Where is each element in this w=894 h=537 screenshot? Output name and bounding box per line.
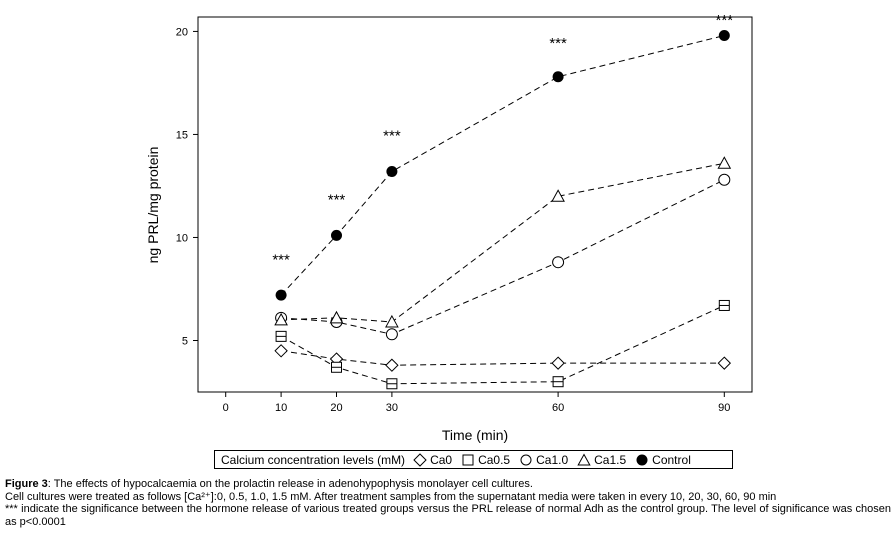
significance-marker-20: *** bbox=[328, 192, 346, 209]
figure-caption: Figure 3: The effects of hypocalcaemia o… bbox=[5, 478, 891, 528]
y-tick-label-10: 10 bbox=[176, 232, 188, 244]
point-ca0-10 bbox=[274, 344, 288, 358]
point-control-20 bbox=[331, 229, 342, 241]
point-ca0-5-10 bbox=[275, 330, 287, 342]
caption-line-2: Cell cultures were treated as follows [C… bbox=[5, 490, 777, 503]
circle-marker-icon bbox=[520, 454, 532, 465]
legend-title: Calcium concentration levels (mM) bbox=[221, 452, 406, 467]
legend-entry-ca1-0: Ca1.0 bbox=[519, 453, 568, 467]
point-control-60 bbox=[552, 71, 564, 83]
x-tick-label-20: 20 bbox=[330, 402, 342, 414]
point-ca0-5-90 bbox=[718, 299, 730, 311]
series-markers bbox=[274, 30, 732, 390]
series-line-control bbox=[280, 35, 725, 296]
y-axis-label: ng PRL/mg protein bbox=[145, 147, 161, 264]
diamond-marker-icon bbox=[413, 452, 427, 467]
point-ca0-5-60 bbox=[552, 376, 564, 388]
point-ca1-0-30 bbox=[385, 328, 398, 341]
legend-entry-ca1-5: Ca1.5 bbox=[577, 453, 626, 467]
series-lines bbox=[280, 35, 725, 385]
point-ca0-5-20 bbox=[331, 361, 342, 373]
caption-title-text: : The effects of hypocalcaemia on the pr… bbox=[47, 478, 533, 490]
y-tick-label-5: 5 bbox=[182, 335, 188, 347]
legend-entry-ca0: Ca0 bbox=[413, 453, 452, 467]
x-tick-label-60: 60 bbox=[552, 402, 564, 414]
caption-title: Figure 3: The effects of hypocalcaemia o… bbox=[5, 478, 891, 491]
legend-label-ca0-5: Ca0.5 bbox=[478, 452, 511, 467]
y-tick-label-15: 15 bbox=[176, 129, 188, 141]
point-control-30 bbox=[386, 166, 398, 178]
point-ca1-0-90 bbox=[718, 173, 731, 186]
series-line-ca1-5 bbox=[281, 162, 725, 323]
x-axis-ticks: 0 10 20 30 60 90 bbox=[223, 392, 730, 414]
legend-entry-ca0-5: Ca0.5 bbox=[461, 453, 510, 467]
point-control-10 bbox=[275, 289, 287, 301]
point-ca1-0-60 bbox=[552, 256, 565, 269]
caption-figure-label: Figure 3 bbox=[5, 478, 48, 490]
filled-circle-marker-icon bbox=[636, 454, 648, 465]
point-ca0-30 bbox=[385, 358, 399, 372]
triangle-marker-icon bbox=[577, 452, 591, 465]
legend-label-control: Control bbox=[652, 452, 691, 467]
y-tick-label-20: 20 bbox=[176, 26, 188, 38]
point-control-90 bbox=[718, 30, 730, 42]
x-tick-label-0: 0 bbox=[223, 402, 229, 414]
legend-entry-control: Control bbox=[635, 453, 691, 467]
point-ca1-5-10 bbox=[274, 312, 288, 326]
legend: Calcium concentration levels (mM) Ca0 Ca… bbox=[214, 450, 733, 469]
x-tick-label-30: 30 bbox=[386, 402, 398, 414]
series-line-ca0-5 bbox=[280, 305, 725, 385]
significance-marker-30: *** bbox=[383, 128, 401, 145]
point-ca0-5-30 bbox=[386, 378, 398, 390]
x-axis-label: Time (min) bbox=[442, 427, 508, 443]
x-tick-label-90: 90 bbox=[718, 402, 730, 414]
significance-marker-90: *** bbox=[716, 12, 734, 29]
legend-label-ca0: Ca0 bbox=[430, 452, 453, 467]
significance-marker-10: *** bbox=[272, 251, 290, 268]
significance-annotations: *** *** *** *** *** bbox=[272, 12, 733, 268]
series-line-ca0 bbox=[281, 350, 725, 366]
caption-line-3: *** indicate the significance between th… bbox=[5, 503, 891, 528]
point-ca0-90 bbox=[717, 356, 732, 370]
point-ca0-60 bbox=[551, 356, 565, 370]
legend-label-ca1-0: Ca1.0 bbox=[536, 452, 569, 467]
y-axis-ticks: 5 10 15 20 bbox=[176, 26, 198, 347]
legend-label-ca1-5: Ca1.5 bbox=[594, 452, 627, 467]
series-line-ca1-0 bbox=[281, 179, 725, 335]
significance-marker-60: *** bbox=[549, 35, 567, 52]
point-ca1-5-90 bbox=[717, 156, 732, 169]
point-ca1-5-20 bbox=[329, 310, 344, 324]
plot-frame bbox=[197, 16, 753, 393]
x-tick-label-10: 10 bbox=[275, 402, 287, 414]
square-marker-icon bbox=[462, 454, 474, 465]
point-ca1-5-60 bbox=[551, 189, 565, 202]
chart: 0 10 20 30 60 90 5 10 15 20 *** *** *** *** *** Time… bbox=[145, 12, 753, 443]
point-ca1-5-30 bbox=[385, 314, 399, 328]
